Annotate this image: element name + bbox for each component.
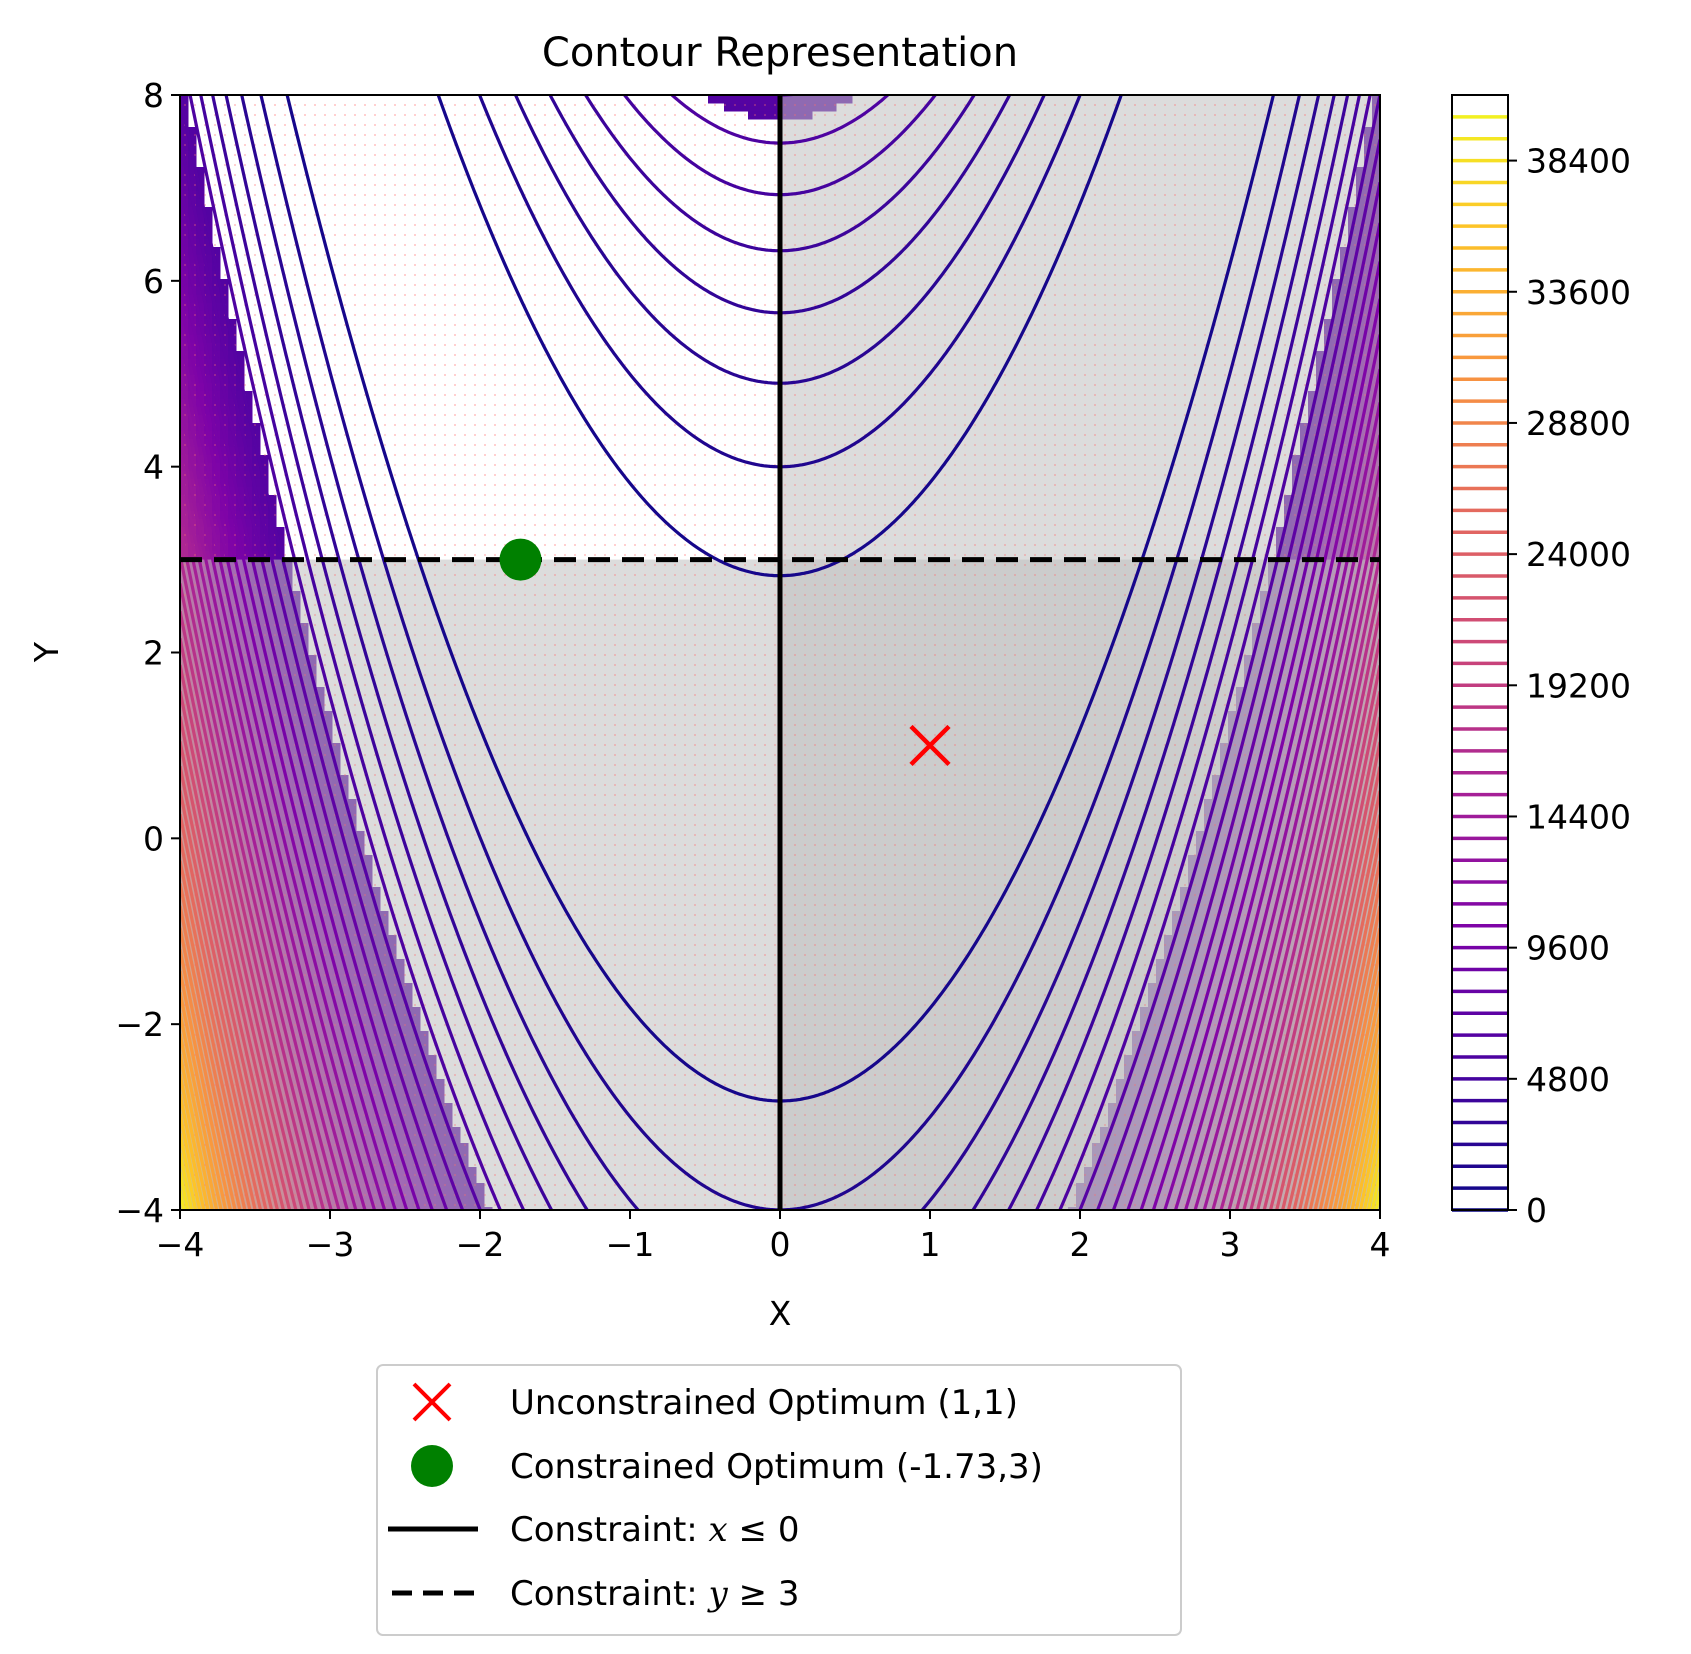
contour-line xyxy=(180,181,1380,1210)
contour-line xyxy=(199,95,1362,1210)
contour-line xyxy=(211,95,1350,1210)
plot-area xyxy=(180,3,1380,1210)
contour-line xyxy=(180,95,1380,1210)
chart-title: Contour Representation xyxy=(542,30,1018,76)
contour-line xyxy=(180,221,1380,1210)
contour-line xyxy=(180,333,1380,1210)
contour-line xyxy=(180,260,1380,1210)
contour-line xyxy=(180,368,1380,1210)
contour-line xyxy=(180,297,1380,1210)
contour-line xyxy=(180,138,1380,1210)
contour-line xyxy=(180,433,1380,1210)
contour-line xyxy=(746,3,814,8)
contour-line xyxy=(240,95,1321,1210)
contour-line xyxy=(224,95,1336,1210)
contour-line xyxy=(188,95,1372,1210)
contour-line xyxy=(180,401,1380,1210)
